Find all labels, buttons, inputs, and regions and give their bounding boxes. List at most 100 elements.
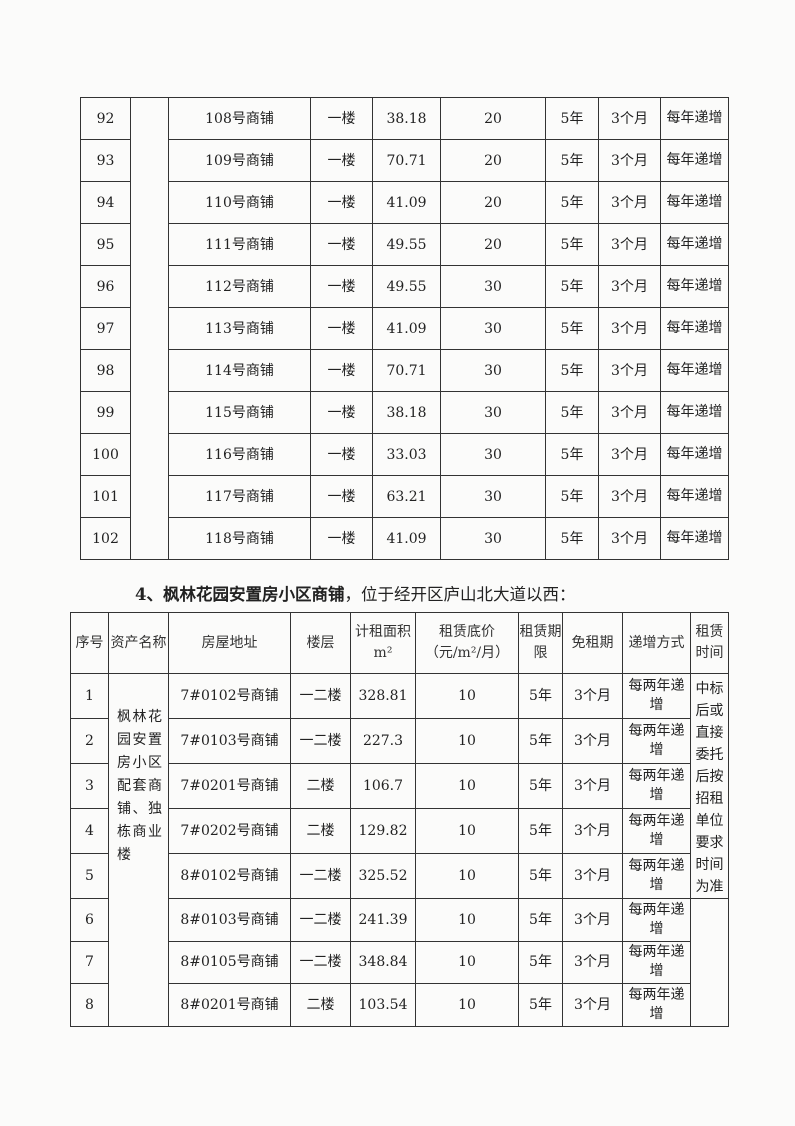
table-cell: 一楼	[310, 139, 373, 182]
table-row: 96 112号商铺 一楼 49.55 30 5年 3个月 每年递增	[80, 265, 729, 308]
table-cell: 20	[440, 97, 546, 140]
table-cell: 110号商铺	[168, 181, 311, 224]
table-cell: 98	[80, 349, 131, 392]
table-cell: 3个月	[598, 139, 661, 182]
table-cell: 3个月	[562, 673, 623, 719]
table-cell: 3个月	[562, 763, 623, 809]
table-cell: 5年	[545, 265, 599, 308]
table-cell: 每年递增	[660, 181, 729, 224]
table-cell: 10	[415, 808, 519, 854]
table-cell: 30	[440, 265, 546, 308]
table-cell: 每两年递增	[622, 808, 691, 854]
table-cell: 一楼	[310, 265, 373, 308]
table-cell: 30	[440, 475, 546, 518]
table-cell: 95	[80, 223, 131, 266]
table-cell: 112号商铺	[168, 265, 311, 308]
table-cell: 每两年递增	[622, 673, 691, 719]
table-cell: 38.18	[372, 391, 441, 434]
table-cell: 8#0102号商铺	[168, 853, 291, 899]
table-row: 92 108号商铺 一楼 38.18 20 5年 3个月 每年递增	[80, 97, 729, 560]
table-row: 95 111号商铺 一楼 49.55 20 5年 3个月 每年递增	[80, 223, 729, 266]
table-cell: 5年	[545, 307, 599, 350]
table-row: 102 118号商铺 一楼 41.09 30 5年 3个月 每年递增	[80, 517, 729, 560]
table-cell: 一二楼	[290, 853, 351, 899]
table-cell: 10	[415, 763, 519, 809]
table-cell: 63.21	[372, 475, 441, 518]
table-cell: 每年递增	[660, 265, 729, 308]
table-cell: 70.71	[372, 139, 441, 182]
table-cell: 每年递增	[660, 139, 729, 182]
table-row: 2 7#0103号商铺 一二楼 227.3 10 5年 3个月 每两年递增	[70, 718, 729, 764]
table-cell: 10	[415, 673, 519, 719]
table-cell: 33.03	[372, 433, 441, 476]
table-cell: 70.71	[372, 349, 441, 392]
table-cell: 一楼	[310, 97, 373, 140]
table-cell: 103.54	[350, 983, 416, 1027]
table-cell: 5	[70, 853, 109, 899]
table-cell: 一二楼	[290, 718, 351, 764]
table-cell: 10	[415, 718, 519, 764]
table-cell: 5年	[545, 223, 599, 266]
table-cell: 49.55	[372, 265, 441, 308]
table-cell: 10	[415, 898, 519, 942]
table-cell: 3个月	[598, 97, 661, 140]
table-cell: 每两年递增	[622, 940, 691, 984]
table-cell: 一二楼	[290, 673, 351, 719]
asset-name-cell: 枫林花园安置房小区配套商铺、独栋商业楼	[108, 673, 169, 1027]
table-cell: 30	[440, 349, 546, 392]
table-cell: 3个月	[562, 718, 623, 764]
table-cell: 3个月	[598, 349, 661, 392]
table-cell: 1	[70, 673, 109, 719]
table-cell: 93	[80, 139, 131, 182]
table-cell: 二楼	[290, 808, 351, 854]
table-cell: 30	[440, 517, 546, 560]
table-cell: 3个月	[598, 265, 661, 308]
table-cell: 20	[440, 181, 546, 224]
table-cell: 96	[80, 265, 131, 308]
table-cell: 8#0105号商铺	[168, 940, 291, 984]
table-cell: 每年递增	[660, 349, 729, 392]
table-cell: 一楼	[310, 391, 373, 434]
table-cell: 一楼	[310, 181, 373, 224]
table-cell: 每两年递增	[622, 763, 691, 809]
table-cell: 348.84	[350, 940, 416, 984]
table-cell: 10	[415, 940, 519, 984]
table-cell: 4	[70, 808, 109, 854]
table-row: 93 109号商铺 一楼 70.71 20 5年 3个月 每年递增	[80, 139, 729, 182]
table-cell: 5年	[545, 433, 599, 476]
table-row: 99 115号商铺 一楼 38.18 30 5年 3个月 每年递增	[80, 391, 729, 434]
table-cell: 3个月	[562, 808, 623, 854]
table-cell: 3个月	[598, 517, 661, 560]
shops-table-continued: 92 108号商铺 一楼 38.18 20 5年 3个月 每年递增 93 109号商铺 一楼 70.7…	[80, 97, 729, 560]
table-cell: 109号商铺	[168, 139, 311, 182]
table-cell: 41.09	[372, 307, 441, 350]
table-cell: 41.09	[372, 517, 441, 560]
column-header: 租赁时间	[690, 612, 729, 674]
table-cell: 一楼	[310, 433, 373, 476]
table-row: 6 8#0103号商铺 一二楼 241.39 10 5年 3个月 每两年递增	[70, 898, 729, 1027]
table-cell: 3个月	[598, 433, 661, 476]
table-cell: 5年	[545, 517, 599, 560]
table-cell: 3个月	[598, 223, 661, 266]
table-row: 3 7#0201号商铺 二楼 106.7 10 5年 3个月 每两年递增	[70, 763, 729, 809]
table-cell: 一楼	[310, 349, 373, 392]
asset-name-cell	[130, 97, 169, 560]
table-cell: 20	[440, 139, 546, 182]
table-cell: 30	[440, 391, 546, 434]
table-cell: 5年	[518, 718, 563, 764]
table-cell: 92	[80, 97, 131, 140]
table-cell: 7#0102号商铺	[168, 673, 291, 719]
column-header: 资产名称	[108, 612, 169, 674]
table-cell: 101	[80, 475, 131, 518]
table-cell: 49.55	[372, 223, 441, 266]
table-cell: 8#0103号商铺	[168, 898, 291, 942]
table-cell: 20	[440, 223, 546, 266]
table-cell: 每两年递增	[622, 853, 691, 899]
table-cell: 102	[80, 517, 131, 560]
table-cell: 3个月	[598, 391, 661, 434]
table-cell: 3个月	[562, 940, 623, 984]
table-cell: 30	[440, 307, 546, 350]
rental-time-empty	[690, 898, 729, 1027]
table-cell: 115号商铺	[168, 391, 311, 434]
